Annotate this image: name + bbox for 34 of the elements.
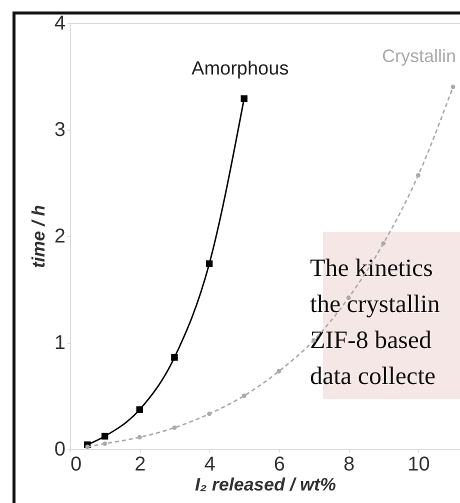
point — [101, 432, 108, 440]
y-tick-label: 2 — [54, 226, 66, 248]
annotation: ZIF-8 based — [310, 327, 432, 354]
point — [85, 444, 90, 450]
point — [137, 435, 142, 440]
point — [207, 412, 212, 416]
point — [206, 260, 213, 268]
point — [276, 369, 282, 374]
y-tick-label: 1 — [54, 332, 66, 354]
point — [416, 173, 420, 178]
point — [136, 406, 143, 413]
x-tick-label: 6 — [274, 454, 285, 476]
series-label: Crystallin — [382, 46, 456, 66]
point — [171, 354, 178, 361]
series-label: Amorphous — [192, 58, 289, 80]
x-axis-title: I₂ released / wt% — [195, 474, 336, 494]
point — [450, 84, 456, 90]
x-tick-label: 10 — [408, 454, 430, 476]
y-tick-label: 4 — [54, 12, 66, 34]
y-tick-label: 3 — [54, 119, 66, 141]
x-tick-label: 0 — [70, 454, 82, 476]
x-tick-label: 2 — [134, 454, 146, 476]
annotation: the crystallin — [310, 291, 440, 318]
point — [242, 394, 246, 398]
y-tick-label: 0 — [54, 438, 66, 460]
point — [381, 241, 386, 246]
point — [240, 95, 248, 102]
annotation: The kinetics — [310, 255, 433, 282]
x-tick-label: 8 — [344, 454, 355, 476]
x-tick-label: 4 — [204, 454, 216, 476]
point — [172, 425, 177, 430]
y-axis-title: time / h — [28, 204, 48, 268]
annotation: data collecte — [310, 363, 436, 390]
point — [102, 441, 108, 446]
